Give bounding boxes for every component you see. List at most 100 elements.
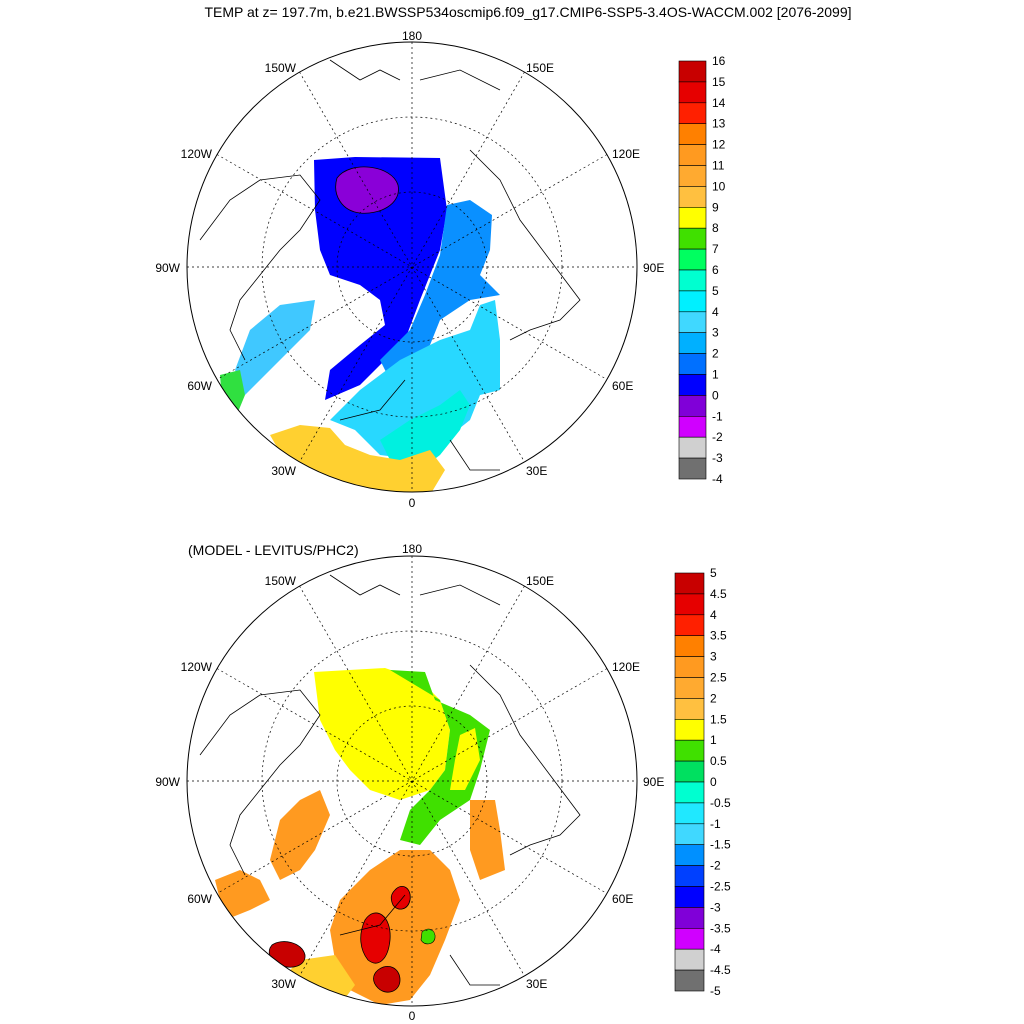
bottom-field-orange-baffin (270, 790, 330, 880)
bottom-colorbar-label: 3.5 (710, 629, 727, 643)
top-colorbar-label: -1 (712, 409, 723, 423)
figure-subtitle: (MODEL - LEVITUS/PHC2) (188, 542, 359, 558)
bottom-colorbar-label: 4.5 (710, 587, 727, 601)
top-colorbar-swatch (678, 165, 707, 187)
bottom-lon-0: 0 (409, 1009, 416, 1023)
top-field-cold-basin (314, 157, 447, 400)
bottom-colorbar-swatch (674, 886, 705, 908)
top-graticule (187, 42, 637, 492)
top-colorbar-swatch (678, 60, 707, 83)
bottom-colorbar-swatch (674, 823, 705, 845)
top-colorbar-swatch (678, 207, 707, 229)
top-field-cyan-baffin (235, 300, 315, 395)
top-colorbar-label: 10 (712, 179, 726, 193)
top-lon-120e: 120E (612, 147, 640, 161)
top-colorbar-label: 13 (712, 117, 726, 131)
top-colorbar-swatch (678, 332, 707, 354)
bottom-colorbar-label: -2.5 (710, 880, 731, 894)
top-lon-60w: 60W (187, 379, 212, 393)
top-colorbar-label: 12 (712, 138, 726, 152)
top-colorbar-swatch (678, 457, 707, 480)
top-lon-150w: 150W (265, 61, 297, 75)
bottom-field-green-islet (420, 928, 436, 945)
bottom-lon-labels: 180 150E 120E 90E 60E 30E 0 30W 60W 90W … (155, 542, 664, 1023)
bottom-colorbar-label: -1 (710, 817, 721, 831)
bottom-colorbar-label: -4.5 (710, 963, 731, 977)
bottom-field-orange-barents (470, 800, 505, 880)
bottom-colorbar-label: -0.5 (710, 796, 731, 810)
bottom-lon-30e: 30E (526, 977, 547, 991)
bottom-colorbar-swatch (674, 969, 705, 992)
bottom-field-green-shelf (390, 670, 490, 845)
top-colorbar-swatch (678, 374, 707, 396)
bottom-lon-150e: 150E (526, 574, 554, 588)
top-lon-90e: 90E (643, 261, 664, 275)
bottom-lon-60e: 60E (612, 892, 633, 906)
top-lon-150e: 150E (526, 61, 554, 75)
bottom-colorbar-label: -3 (710, 900, 721, 914)
bottom-field-red-core-c (373, 966, 401, 993)
bottom-field-red-core-b (390, 886, 411, 910)
top-colorbar-label: 4 (712, 305, 719, 319)
bottom-field-red-core-a (360, 912, 391, 964)
top-colorbar-swatch (678, 269, 707, 292)
bottom-colorbar: 5 4.5 4 3.5 3 2.5 2 1.5 1 0.5 0 -0.5 -1 -1.5 -2 -2.5 -3 -… (674, 566, 731, 998)
top-lon-0: 0 (409, 496, 416, 510)
top-colorbar-swatch (678, 395, 707, 417)
top-colorbar-label: 7 (712, 242, 719, 256)
bottom-map-boundary (186, 555, 638, 1007)
top-colorbar-swatch (678, 436, 707, 459)
top-lon-30w: 30W (271, 464, 296, 478)
top-colorbar-label: 0 (712, 388, 719, 402)
top-colorbar-label: 8 (712, 221, 719, 235)
top-land-outline (199, 59, 581, 471)
top-colorbar-swatch (678, 144, 707, 166)
bottom-lon-90w: 90W (155, 775, 180, 789)
bottom-colorbar-label: 1.5 (710, 712, 727, 726)
top-colorbar-swatch (678, 415, 707, 438)
top-colorbar-swatch (678, 248, 707, 271)
bottom-colorbar-swatch (674, 718, 705, 741)
bottom-colorbar-swatch (674, 656, 705, 678)
bottom-colorbar-swatch (674, 802, 705, 825)
bottom-field-orange-norwegian (330, 850, 460, 1005)
bottom-colorbar-label: 2.5 (710, 671, 727, 685)
bottom-colorbar-label: 0 (710, 775, 717, 789)
bottom-colorbar-label: 4 (710, 608, 717, 622)
top-lon-30e: 30E (526, 464, 547, 478)
bottom-graticule (187, 556, 637, 1006)
bottom-colorbar-swatch (674, 948, 705, 971)
top-colorbar-swatch (678, 102, 707, 125)
bottom-colorbar-swatch (674, 677, 705, 699)
bottom-lon-120e: 120E (612, 660, 640, 674)
bottom-colorbar-label: -4 (710, 942, 721, 956)
top-map-panel: 180 150E 120E 90E 60E 30E 0 30W 60W 90W … (155, 29, 664, 510)
top-colorbar-label: -4 (712, 472, 723, 486)
top-colorbar-swatch (678, 186, 707, 208)
bottom-field-orange-labrador (215, 870, 270, 920)
bottom-colorbar-swatch (674, 781, 705, 804)
bottom-field-red-core-d (268, 941, 306, 968)
bottom-colorbar-label: 3 (710, 650, 717, 664)
top-lon-120w: 120W (181, 147, 213, 161)
bottom-field-yellow-shelf (450, 728, 480, 790)
bottom-colorbar-label: 1 (710, 733, 717, 747)
bottom-colorbar-label: -2 (710, 859, 721, 873)
bottom-colorbar-swatch (674, 739, 705, 762)
bottom-colorbar-label: -5 (710, 984, 721, 998)
top-colorbar-label: 9 (712, 200, 719, 214)
top-field-violet-core (335, 166, 399, 214)
top-colorbar-swatch (678, 227, 707, 250)
top-colorbar-swatch (678, 81, 707, 104)
top-colorbar-label: 1 (712, 368, 719, 382)
bottom-colorbar-label: -3.5 (710, 921, 731, 935)
bottom-colorbar-swatch (674, 614, 705, 636)
top-colorbar-label: 6 (712, 263, 719, 277)
bottom-lon-60w: 60W (187, 892, 212, 906)
top-colorbar-label: -2 (712, 430, 723, 444)
top-lon-180: 180 (402, 29, 422, 43)
bottom-colorbar-swatch (674, 760, 705, 783)
bottom-lon-90e: 90E (643, 775, 664, 789)
bottom-land-outline (199, 574, 581, 986)
